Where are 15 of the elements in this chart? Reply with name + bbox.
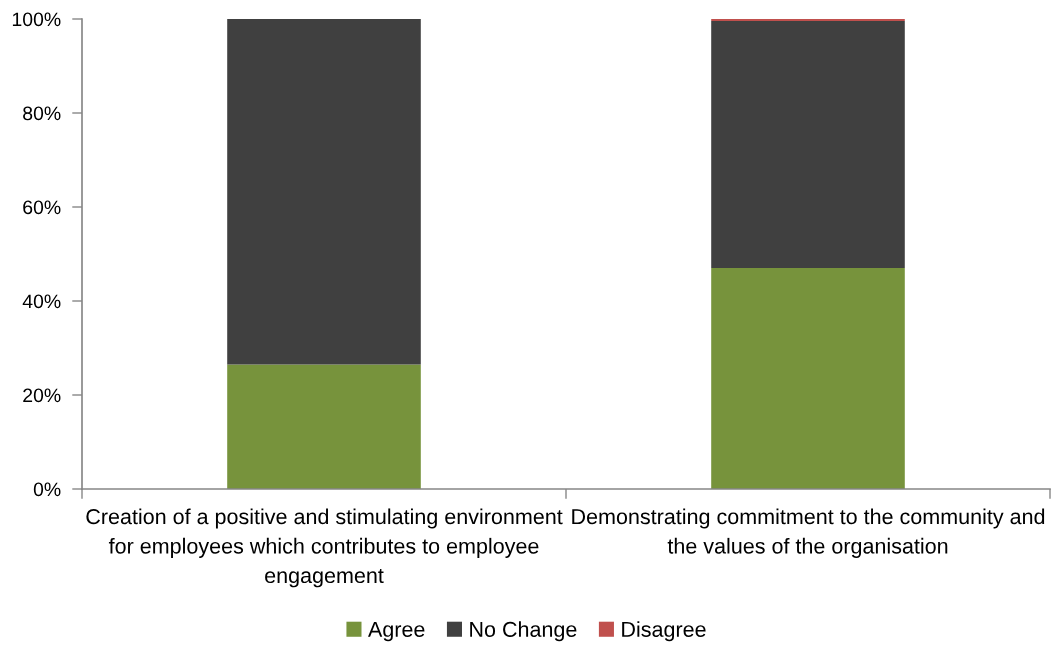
x-tick-label: Demonstrating commitment to the community and the values of the organisation xyxy=(572,508,1045,558)
y-tick-label: 20% xyxy=(23,388,61,403)
x-tick-label: Creation of a positive and stimulating environment for employees which contributes to employee engagement xyxy=(86,508,563,588)
legend-label: Agree xyxy=(368,621,425,642)
y-tick-label: 80% xyxy=(23,106,61,121)
bar xyxy=(711,268,905,489)
y-tick-label: 60% xyxy=(23,200,61,215)
legend-label: Disagree xyxy=(622,621,706,642)
y-tick-label: 40% xyxy=(22,294,61,309)
bar xyxy=(227,364,421,489)
y-tick-label: 0% xyxy=(33,482,61,497)
bar xyxy=(227,19,421,365)
y-tick-label: 100% xyxy=(12,12,61,27)
legend-label: No Change xyxy=(470,621,577,642)
bar xyxy=(711,20,905,269)
